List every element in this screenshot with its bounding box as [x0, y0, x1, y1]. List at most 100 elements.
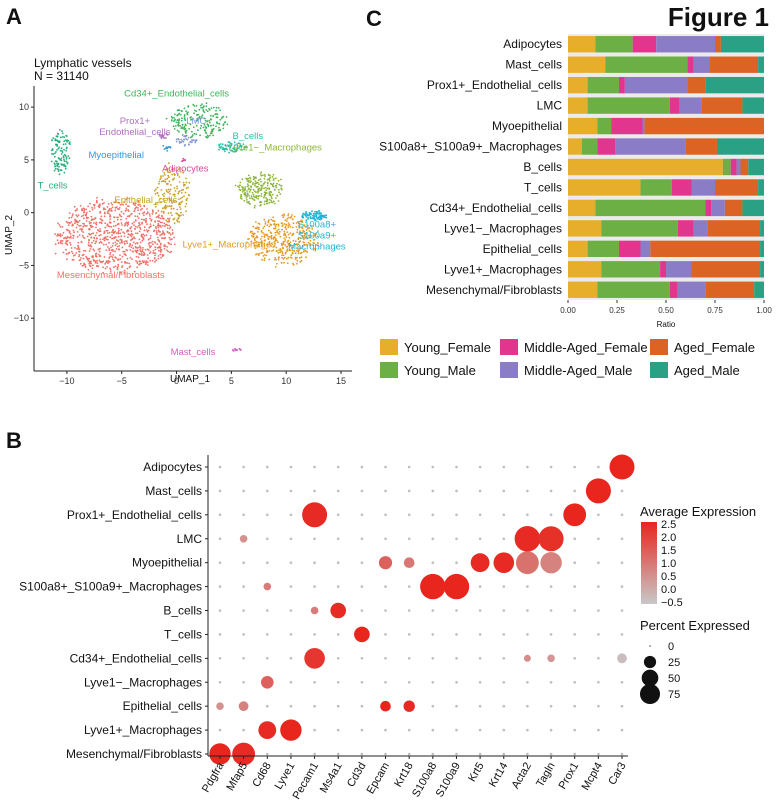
umap-point [62, 251, 65, 254]
umap-point [82, 214, 85, 217]
umap-point [132, 241, 135, 244]
umap-point [260, 242, 263, 245]
umap-point [63, 136, 66, 139]
dot-Tagln [549, 752, 553, 756]
umap-point [125, 207, 128, 210]
umap-point [146, 230, 149, 233]
bar-segment [660, 261, 666, 278]
umap-point [286, 217, 289, 220]
umap-point [118, 208, 120, 211]
dot-Prox1 [573, 633, 576, 636]
umap-point [260, 195, 263, 198]
umap-point [285, 257, 288, 260]
umap-point [178, 118, 181, 121]
dot-Car3 [620, 681, 624, 684]
umap-point [117, 216, 119, 219]
umap-point [80, 257, 82, 259]
umap-point [271, 201, 274, 204]
umap-point [199, 134, 202, 137]
umap-point [274, 266, 277, 268]
umap-point [120, 272, 123, 274]
umap-point [183, 107, 186, 110]
umap-point [98, 203, 101, 206]
umap-point [110, 202, 113, 204]
umap-point [105, 261, 107, 264]
umap-point [131, 244, 134, 247]
umap-point [235, 348, 238, 351]
umap-point [157, 194, 160, 197]
dot-Acta2 [526, 752, 529, 756]
bar-category-label: Cd34+_Endothelial_cells [430, 201, 562, 215]
umap-point [159, 253, 162, 256]
umap-point [146, 223, 148, 226]
umap-point [266, 200, 269, 202]
umap-point [202, 126, 205, 129]
umap-point [93, 218, 95, 221]
bar-segment [624, 76, 688, 94]
umap-point [145, 229, 148, 232]
umap-point [71, 259, 74, 261]
dot-S100a8 [431, 561, 435, 564]
bar-segment [568, 36, 596, 53]
dot-Cd3d [354, 626, 370, 643]
umap-point [298, 226, 300, 229]
umap-point [162, 175, 164, 177]
umap-point [316, 235, 319, 238]
umap-point [239, 348, 242, 351]
umap-point [83, 209, 86, 212]
umap-point [283, 214, 286, 217]
umap-point [262, 184, 264, 187]
umap-point [315, 210, 318, 213]
umap-point [288, 216, 290, 219]
umap-point [115, 200, 117, 203]
umap-y-tick-label: −10 [14, 313, 29, 323]
umap-point [296, 256, 298, 259]
umap-point [64, 236, 66, 239]
umap-point [149, 251, 152, 253]
umap-point [248, 201, 250, 203]
umap-point [171, 232, 174, 234]
umap-point [247, 184, 250, 187]
umap-point [81, 209, 84, 212]
dot-Krt5 [478, 752, 482, 756]
umap-point [263, 254, 266, 256]
umap-point [92, 248, 95, 251]
umap-point [207, 125, 210, 128]
umap-point [259, 178, 262, 181]
umap-point [234, 184, 237, 187]
umap-point [174, 190, 177, 192]
umap-point [56, 164, 58, 167]
umap-point [205, 135, 207, 138]
umap-point [103, 256, 106, 258]
umap-subtitle: N = 31140 [34, 69, 89, 83]
umap-point [199, 117, 202, 120]
umap-point [149, 246, 152, 249]
umap-point [152, 243, 154, 246]
umap-point [232, 350, 235, 352]
umap-point [103, 230, 106, 233]
umap-point [203, 111, 206, 114]
umap-point [167, 171, 170, 174]
umap-point [242, 186, 244, 189]
umap-point [186, 138, 189, 141]
umap-point [112, 254, 115, 256]
umap-point [138, 203, 141, 206]
umap-point [54, 167, 57, 170]
umap-point [201, 114, 204, 117]
umap-point [224, 144, 227, 147]
umap-point [142, 246, 144, 249]
umap-point [167, 162, 170, 165]
cluster-Adipocytes [181, 157, 187, 163]
umap-point [256, 185, 259, 188]
bar-segment [736, 158, 741, 176]
umap-point [88, 210, 91, 213]
umap-point [78, 250, 81, 253]
umap-point [160, 137, 163, 140]
bar-segment [597, 138, 616, 155]
umap-point [103, 215, 106, 218]
umap-point [164, 168, 167, 171]
umap-point [62, 136, 64, 138]
umap-point [262, 227, 265, 230]
dot-Ms4a1 [336, 704, 340, 708]
umap-point [178, 130, 180, 133]
